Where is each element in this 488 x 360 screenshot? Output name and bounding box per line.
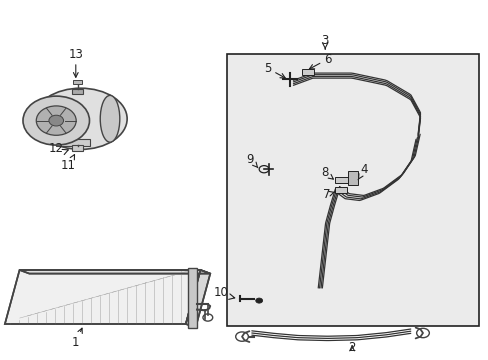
Bar xyxy=(227,54,478,326)
Bar xyxy=(335,187,346,193)
Text: 8: 8 xyxy=(321,166,333,179)
Text: 1: 1 xyxy=(72,328,82,348)
Polygon shape xyxy=(20,270,210,274)
Circle shape xyxy=(23,96,89,145)
Text: 13: 13 xyxy=(68,48,83,77)
Bar xyxy=(72,89,83,94)
Text: 4: 4 xyxy=(357,163,367,180)
Ellipse shape xyxy=(100,95,120,142)
Circle shape xyxy=(36,106,76,135)
Polygon shape xyxy=(5,270,200,324)
Text: 7: 7 xyxy=(322,188,334,201)
Text: 11: 11 xyxy=(61,154,76,172)
Bar xyxy=(188,268,197,328)
Text: 12: 12 xyxy=(49,142,63,155)
Bar xyxy=(72,145,83,151)
Text: 3: 3 xyxy=(321,34,328,47)
Ellipse shape xyxy=(34,88,127,149)
Bar xyxy=(302,69,313,75)
Bar xyxy=(73,80,82,84)
Text: 2: 2 xyxy=(347,341,355,354)
Bar xyxy=(335,177,348,183)
Circle shape xyxy=(255,298,262,303)
Text: 9: 9 xyxy=(246,153,257,168)
Bar xyxy=(56,139,90,146)
Text: 5: 5 xyxy=(264,62,285,78)
Text: 6: 6 xyxy=(309,53,331,69)
Circle shape xyxy=(49,115,63,126)
Bar xyxy=(347,171,357,185)
Polygon shape xyxy=(185,270,210,328)
Text: 10: 10 xyxy=(214,286,228,299)
